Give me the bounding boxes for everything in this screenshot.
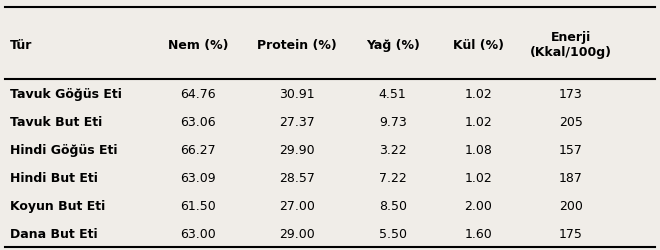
Text: 1.02: 1.02 <box>465 171 492 184</box>
Text: Hindi Göğüs Eti: Hindi Göğüs Eti <box>10 143 117 156</box>
Text: Enerji
(Kkal/100g): Enerji (Kkal/100g) <box>530 31 612 59</box>
Text: Hindi But Eti: Hindi But Eti <box>10 171 98 184</box>
Text: 2.00: 2.00 <box>465 199 492 212</box>
Text: 8.50: 8.50 <box>379 199 407 212</box>
Text: 1.60: 1.60 <box>465 227 492 240</box>
Text: 200: 200 <box>559 199 583 212</box>
Text: 187: 187 <box>559 171 583 184</box>
Text: 63.09: 63.09 <box>180 171 216 184</box>
Text: 1.08: 1.08 <box>465 143 492 156</box>
Text: 3.22: 3.22 <box>379 143 407 156</box>
Text: 63.06: 63.06 <box>180 116 216 128</box>
Text: Tavuk But Eti: Tavuk But Eti <box>10 116 102 128</box>
Text: 4.51: 4.51 <box>379 88 407 101</box>
Text: Protein (%): Protein (%) <box>257 38 337 52</box>
Text: 29.00: 29.00 <box>279 227 315 240</box>
Text: Koyun But Eti: Koyun But Eti <box>10 199 105 212</box>
Text: 1.02: 1.02 <box>465 88 492 101</box>
Text: 64.76: 64.76 <box>180 88 216 101</box>
Text: 175: 175 <box>559 227 583 240</box>
Text: 63.00: 63.00 <box>180 227 216 240</box>
Text: 5.50: 5.50 <box>379 227 407 240</box>
Text: 30.91: 30.91 <box>279 88 315 101</box>
Text: 28.57: 28.57 <box>279 171 315 184</box>
Text: Tür: Tür <box>10 38 32 52</box>
Text: 66.27: 66.27 <box>180 143 216 156</box>
Text: 205: 205 <box>559 116 583 128</box>
Text: 61.50: 61.50 <box>180 199 216 212</box>
Text: 1.02: 1.02 <box>465 116 492 128</box>
Text: 173: 173 <box>559 88 583 101</box>
Text: 7.22: 7.22 <box>379 171 407 184</box>
Text: Kül (%): Kül (%) <box>453 38 504 52</box>
Text: 27.00: 27.00 <box>279 199 315 212</box>
Text: 27.37: 27.37 <box>279 116 315 128</box>
Text: 9.73: 9.73 <box>379 116 407 128</box>
Text: Nem (%): Nem (%) <box>168 38 228 52</box>
Text: Yağ (%): Yağ (%) <box>366 38 420 52</box>
Text: Dana But Eti: Dana But Eti <box>10 227 98 240</box>
Text: Tavuk Göğüs Eti: Tavuk Göğüs Eti <box>10 88 122 101</box>
Text: 29.90: 29.90 <box>279 143 315 156</box>
Text: 157: 157 <box>559 143 583 156</box>
